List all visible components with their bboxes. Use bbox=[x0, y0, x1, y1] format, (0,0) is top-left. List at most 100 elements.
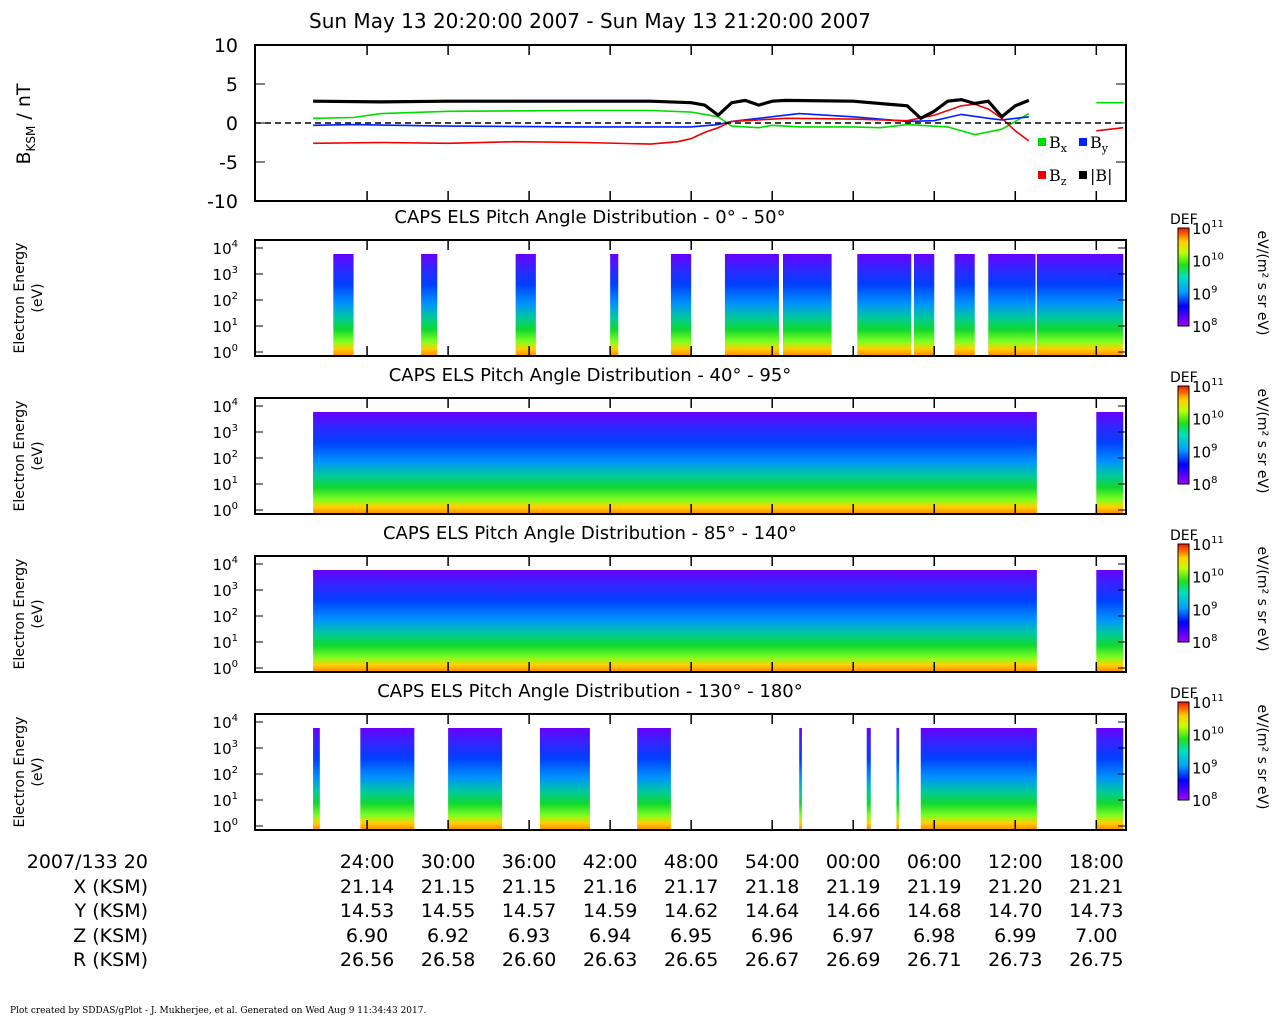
figure-title: Sun May 13 20:20:00 2007 - Sun May 13 21… bbox=[309, 9, 871, 33]
spectrogram-segment bbox=[539, 728, 590, 830]
time-axis-value: 14.62 bbox=[664, 900, 718, 922]
spectrogram-segment bbox=[421, 254, 438, 356]
time-axis-value: 26.67 bbox=[745, 949, 799, 971]
spectrogram-segment bbox=[610, 254, 619, 356]
colorbar-tick-label: 1011 bbox=[1192, 219, 1224, 238]
colorbar-tick-label: 109 bbox=[1192, 442, 1217, 461]
energy-tick-label: 100 bbox=[213, 501, 238, 520]
time-axis-value: 06:00 bbox=[907, 851, 962, 873]
mag-y-ticks: 10 5 0 -5 -10 bbox=[207, 35, 1126, 213]
spectrogram-segment bbox=[1096, 412, 1124, 514]
spectrogram-segment bbox=[988, 254, 1036, 356]
time-axis-value: 6.90 bbox=[346, 925, 388, 947]
spectrogram-segment bbox=[1036, 254, 1124, 356]
panel-ylabel-line2: (eV) bbox=[30, 283, 46, 312]
energy-tick-label: 100 bbox=[213, 817, 238, 836]
pitch-angle-panels: CAPS ELS Pitch Angle Distribution - 0° -… bbox=[12, 207, 1270, 836]
energy-tick-label: 100 bbox=[213, 659, 238, 678]
energy-tick-label: 103 bbox=[213, 581, 238, 600]
time-axis-value: 21.15 bbox=[502, 876, 556, 898]
mag-y-axis-label: BKSM / nT bbox=[13, 83, 38, 164]
time-axis-value: 6.92 bbox=[427, 925, 469, 947]
time-axis-row-label: Y (KSM) bbox=[74, 900, 148, 922]
spectrogram-segment bbox=[1096, 728, 1124, 830]
time-axis-value: 26.75 bbox=[1069, 949, 1123, 971]
spectrogram-segment bbox=[333, 254, 354, 356]
footer-credit: Plot created by SDDAS/gPlot - J. Mukherj… bbox=[10, 1006, 427, 1016]
panel-ylabel-line2: (eV) bbox=[30, 757, 46, 786]
colorbar-tick-label: 1011 bbox=[1192, 377, 1224, 396]
spectrogram-segment bbox=[448, 728, 503, 830]
legend-bmag-swatch bbox=[1079, 171, 1087, 179]
colorbar-unit: eV/(m² s sr eV) bbox=[1254, 389, 1270, 494]
colorbar-tick-label: 1011 bbox=[1192, 535, 1224, 554]
spectrogram-segment bbox=[1096, 570, 1124, 672]
energy-tick-label: 100 bbox=[213, 343, 238, 362]
series-bz-line bbox=[313, 103, 1030, 145]
mag-y-tick-label: -10 bbox=[207, 191, 238, 213]
mag-ylabel-unit: / nT bbox=[13, 83, 35, 126]
energy-tick-label: 103 bbox=[213, 739, 238, 758]
spectrogram-segment bbox=[313, 412, 1037, 514]
legend-bx-swatch bbox=[1038, 138, 1046, 146]
time-axis-value: 21.17 bbox=[664, 876, 718, 898]
time-axis-value: 14.59 bbox=[583, 900, 637, 922]
panel-title: CAPS ELS Pitch Angle Distribution - 130°… bbox=[377, 681, 803, 702]
colorbar bbox=[1177, 227, 1190, 327]
time-axis-row-label: Z (KSM) bbox=[73, 925, 148, 947]
time-axis-value: 6.98 bbox=[913, 925, 955, 947]
colorbar bbox=[1177, 385, 1190, 485]
panel-title: CAPS ELS Pitch Angle Distribution - 40° … bbox=[389, 365, 792, 386]
time-axis-value: 6.94 bbox=[589, 925, 631, 947]
time-axis-value: 26.60 bbox=[502, 949, 556, 971]
colorbar-tick-label: 109 bbox=[1192, 284, 1217, 303]
energy-tick-label: 102 bbox=[213, 291, 238, 310]
panel-ylabel-line2: (eV) bbox=[30, 599, 46, 628]
time-axis-value: 21.14 bbox=[340, 876, 394, 898]
spectrogram-segment bbox=[724, 254, 779, 356]
time-axis-value: 26.58 bbox=[421, 949, 475, 971]
energy-tick-label: 103 bbox=[213, 423, 238, 442]
time-axis-table: 2007/133 20 X (KSM)Y (KSM) Z (KSM)R (KSM) 2… bbox=[27, 45, 1124, 971]
panel-title: CAPS ELS Pitch Angle Distribution - 85° … bbox=[383, 523, 797, 544]
energy-tick-label: 104 bbox=[213, 555, 238, 574]
time-axis-value: 00:00 bbox=[826, 851, 881, 873]
svg-text:BKSM / nT: BKSM / nT bbox=[13, 83, 38, 164]
pitch-angle-panel: CAPS ELS Pitch Angle Distribution - 85° … bbox=[12, 523, 1270, 678]
panel-ylabel-line1: Electron Energy bbox=[12, 401, 28, 512]
time-axis-value: 7.00 bbox=[1075, 925, 1117, 947]
panel-y-axis-label: Electron Energy (eV) bbox=[12, 559, 46, 670]
time-axis-value: 26.69 bbox=[826, 949, 880, 971]
time-axis-value: 36:00 bbox=[502, 851, 557, 873]
spectrogram-segment bbox=[313, 570, 1037, 672]
colorbar-unit: eV/(m² s sr eV) bbox=[1254, 231, 1270, 336]
time-axis-value: 21.16 bbox=[583, 876, 637, 898]
panel-ylabel-line2: (eV) bbox=[30, 441, 46, 470]
time-axis-row-label: X (KSM) bbox=[73, 876, 148, 898]
energy-tick-label: 102 bbox=[213, 449, 238, 468]
energy-tick-label: 101 bbox=[213, 317, 238, 336]
time-axis-value: 6.99 bbox=[994, 925, 1036, 947]
energy-tick-label: 101 bbox=[213, 633, 238, 652]
energy-tick-label: 104 bbox=[213, 397, 238, 416]
pitch-angle-panel: CAPS ELS Pitch Angle Distribution - 0° -… bbox=[12, 207, 1270, 362]
colorbar-tick-label: 108 bbox=[1192, 317, 1217, 336]
pitch-angle-panel: CAPS ELS Pitch Angle Distribution - 130°… bbox=[12, 681, 1270, 836]
mag-y-tick-label: -5 bbox=[219, 152, 238, 174]
colorbar-tick-label: 108 bbox=[1192, 791, 1217, 810]
time-axis-value: 21.19 bbox=[826, 876, 880, 898]
time-axis-value: 6.93 bbox=[508, 925, 550, 947]
panel-ylabel-line1: Electron Energy bbox=[12, 243, 28, 354]
spectrogram-segment bbox=[637, 728, 671, 830]
time-axis-value: 54:00 bbox=[745, 851, 800, 873]
colorbar bbox=[1177, 543, 1190, 643]
spectrogram-segment bbox=[313, 728, 320, 830]
colorbar-label: DEF bbox=[1170, 686, 1198, 702]
legend-by-swatch bbox=[1079, 138, 1087, 146]
energy-tick-label: 102 bbox=[213, 765, 238, 784]
time-axis-value: 21.20 bbox=[988, 876, 1042, 898]
time-axis-row-label: R (KSM) bbox=[73, 949, 148, 971]
mag-y-tick-label: 10 bbox=[214, 35, 238, 57]
time-axis-value: 14.64 bbox=[745, 900, 799, 922]
time-axis-value: 6.96 bbox=[751, 925, 793, 947]
